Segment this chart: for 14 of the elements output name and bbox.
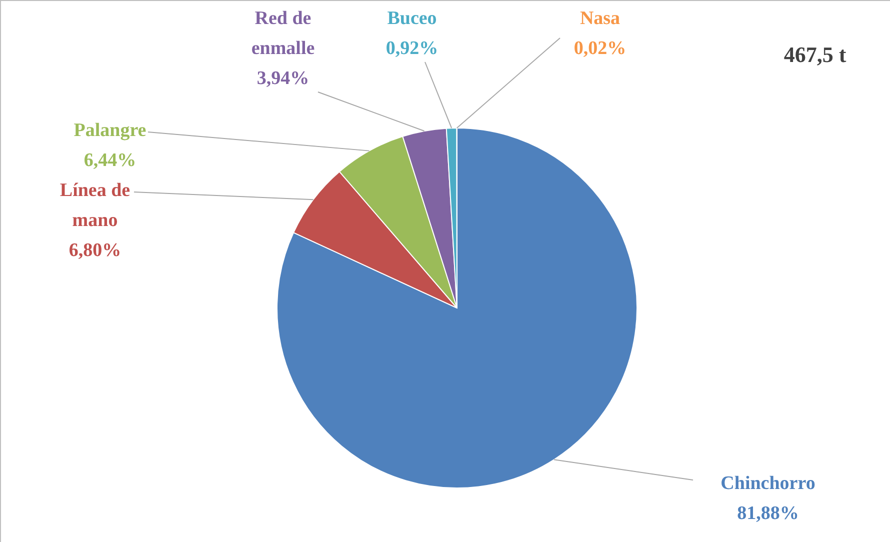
- slice-label: Chinchorro: [720, 473, 816, 494]
- data-label: 81,88%: [737, 503, 799, 524]
- slice-label: Línea de mano: [60, 180, 130, 231]
- slice-label: Palangre: [74, 120, 146, 141]
- text: 467,5 t: [784, 42, 847, 67]
- data-label: 6,80%: [68, 240, 122, 261]
- slice-label: Nasa: [580, 8, 621, 29]
- slice-label: Buceo: [387, 8, 437, 29]
- data-label: 6,44%: [84, 150, 136, 171]
- slice-label: Red de enmalle: [251, 8, 315, 59]
- data-label: 3,94%: [256, 68, 310, 89]
- data-label: 0,92%: [386, 38, 438, 59]
- data-label: 0,02%: [574, 38, 626, 59]
- pie-slice: [276, 128, 638, 488]
